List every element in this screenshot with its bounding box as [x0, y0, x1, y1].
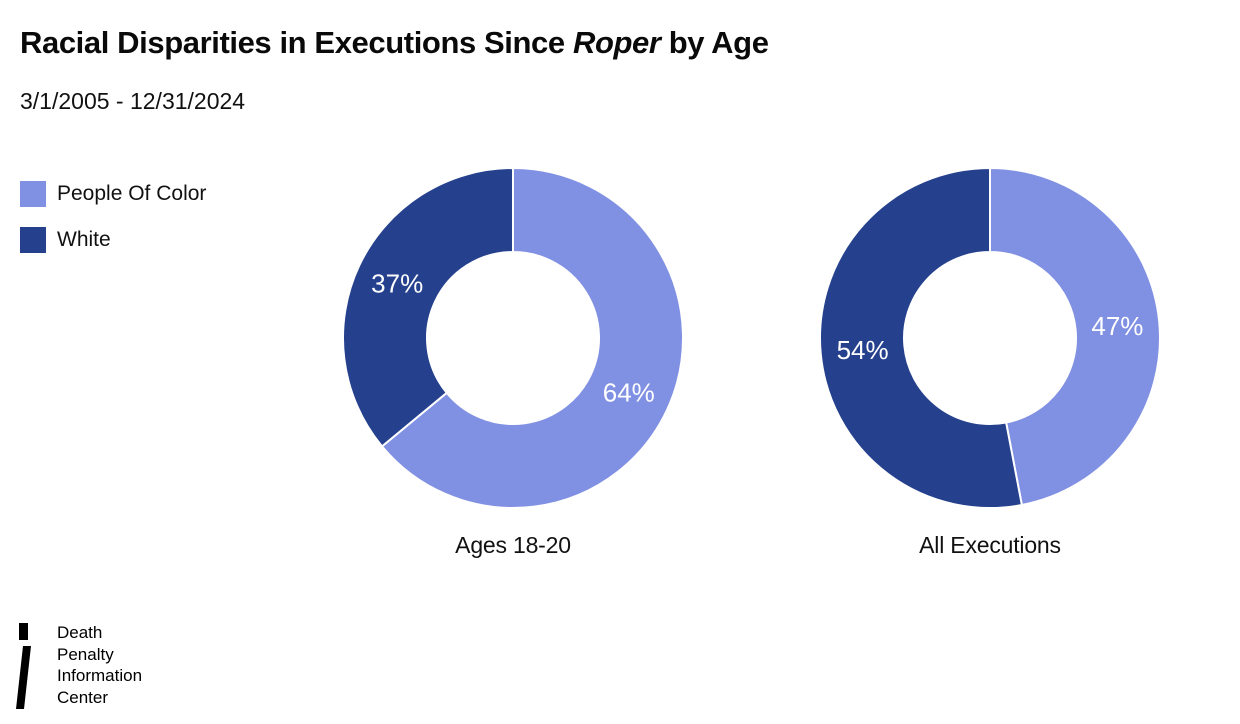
donut-chart-svg: 64% 37% — [341, 167, 684, 509]
slice-percentage-label: 47% — [1091, 311, 1143, 341]
legend-label: People Of Color — [57, 182, 207, 205]
donut-chart-svg: 47% 54% — [819, 167, 1162, 509]
legend-swatch-people-of-color — [20, 181, 46, 207]
donut-slice-people-of-color — [381, 167, 684, 509]
donut-chart-ages-18-20: 64% 37% Ages 18-20 — [341, 166, 685, 559]
slice-percentage-label: 54% — [837, 335, 889, 365]
donut-slice-white — [819, 167, 1023, 509]
chart-legend: People Of Color White — [20, 181, 206, 253]
donut-chart-all-executions: 47% 54% All Executions — [818, 166, 1162, 559]
dpic-logo-i-mark — [16, 623, 31, 709]
page-title-italic-roper: Roper — [572, 25, 661, 60]
legend-label: White — [57, 228, 111, 251]
date-range-subtitle: 3/1/2005 - 12/31/2024 — [20, 88, 246, 114]
logo-line: Information — [57, 666, 143, 685]
legend-item-white: White — [20, 227, 206, 253]
page-title-suffix: by Age — [660, 25, 769, 60]
chart-caption-all-executions: All Executions — [919, 532, 1061, 558]
logo-line: Penalty — [57, 644, 114, 664]
dpic-logo-text: Death Penalty Information Center — [57, 620, 142, 708]
slice-percentage-label: 37% — [371, 269, 423, 299]
donut-slice-white — [341, 167, 514, 448]
dpic-logo: Death Penalty Information Center — [12, 620, 142, 712]
legend-swatch-white — [20, 227, 46, 253]
donut-slice-people-of-color — [989, 167, 1162, 506]
chart-caption-ages-18-20: Ages 18-20 — [455, 532, 571, 558]
legend-item-people-of-color: People Of Color — [20, 181, 206, 207]
page-title-prefix: Racial Disparities in Executions Since — [20, 25, 573, 60]
logo-line: Death — [57, 623, 103, 642]
logo-line: Center — [57, 687, 109, 707]
slice-percentage-label: 64% — [603, 378, 655, 408]
page-title: Racial Disparities in Executions Since R… — [20, 25, 769, 61]
